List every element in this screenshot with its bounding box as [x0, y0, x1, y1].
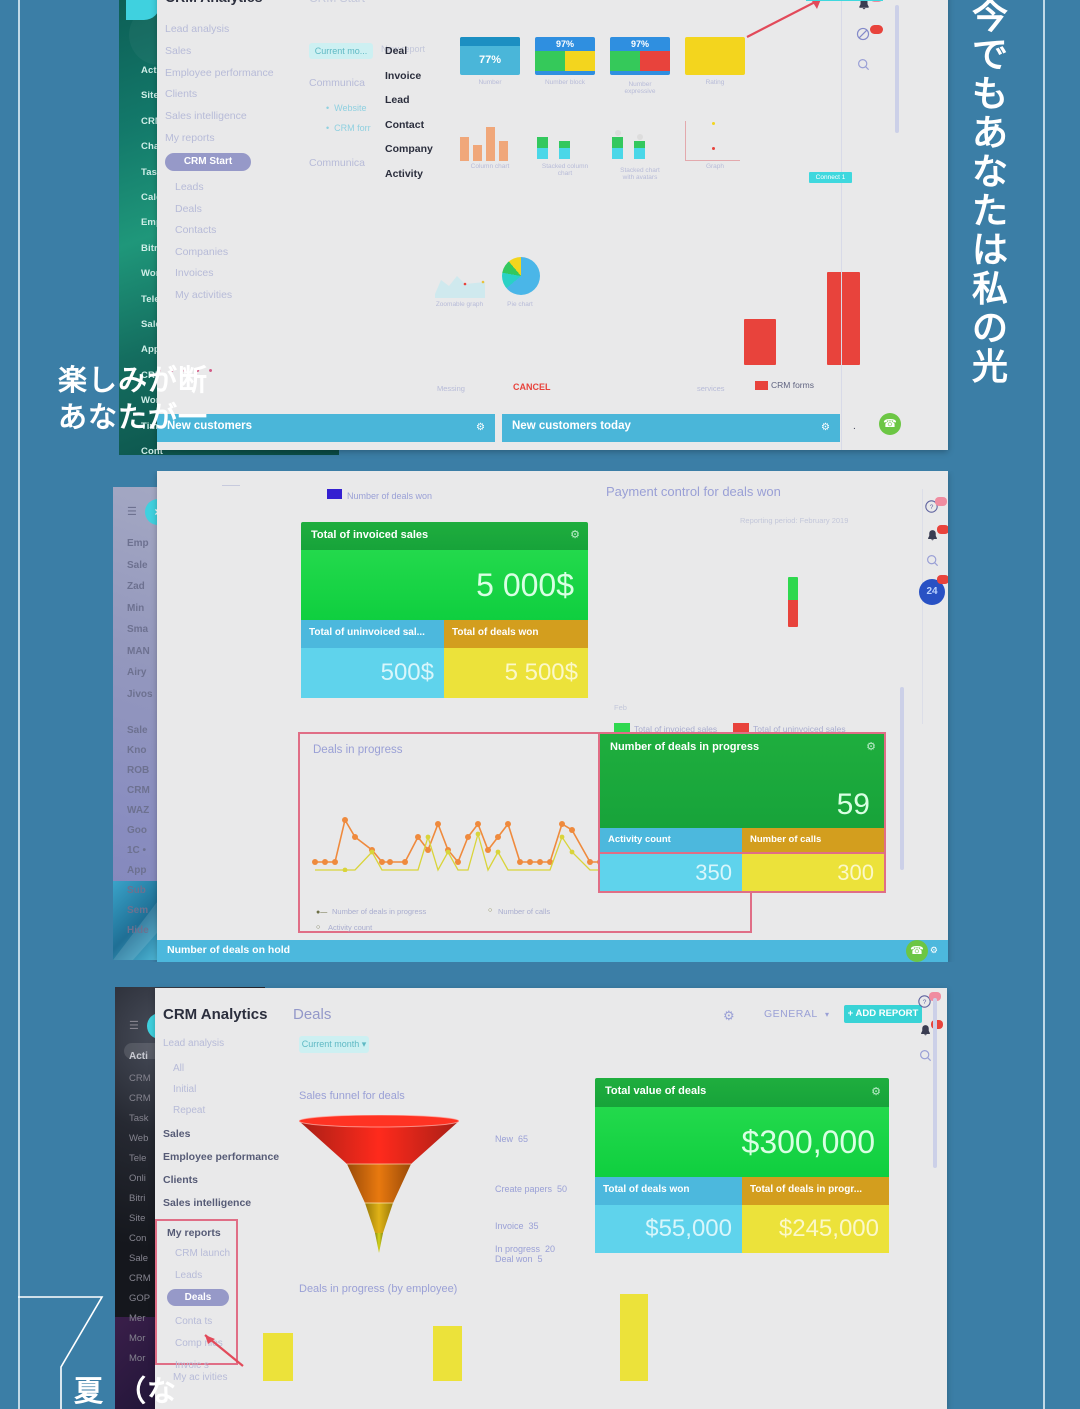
svg-text:?: ? — [923, 999, 927, 1006]
svg-text:?: ? — [930, 504, 934, 511]
